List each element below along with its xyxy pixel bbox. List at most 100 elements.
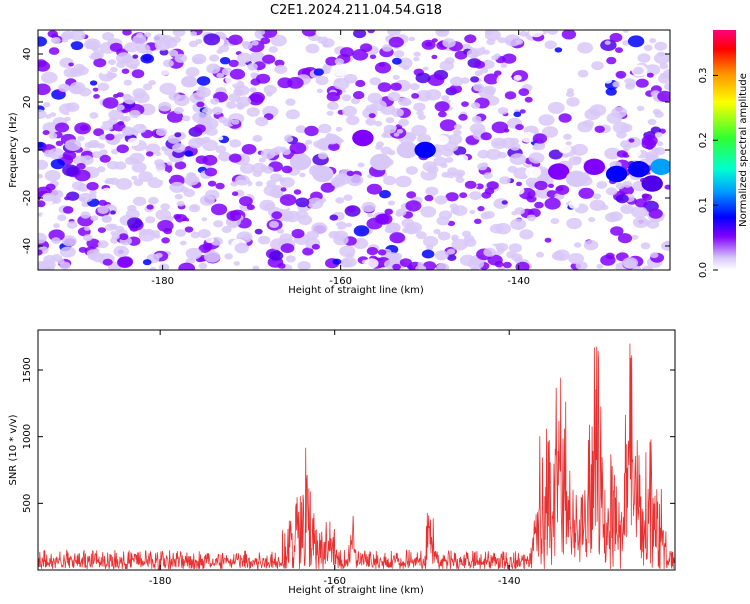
heatmap-cell	[387, 30, 401, 37]
heatmap-blob	[628, 161, 650, 178]
heatmap-cell	[315, 30, 329, 37]
heatmap-cell	[455, 223, 462, 228]
heatmap-cell	[89, 80, 98, 86]
heatmap-cell	[408, 36, 416, 42]
heatmap-cell	[377, 249, 387, 256]
heatmap-cell	[519, 229, 534, 240]
heatmap-cell	[366, 183, 382, 195]
heatmap-cell	[512, 186, 525, 195]
heatmap-cell	[158, 171, 172, 181]
heatmap-cell	[132, 123, 147, 134]
heatmap-cell	[594, 125, 605, 133]
chart-title: C2E1.2024.211.04.54.G18	[270, 3, 442, 18]
heatmap-cell	[484, 30, 493, 36]
heatmap-cell	[121, 126, 136, 136]
heatmap-cell	[619, 140, 631, 148]
heatmap-cell	[298, 214, 313, 226]
heatmap-cell	[145, 151, 154, 157]
heatmap-cell	[513, 111, 522, 118]
heatmap-cell	[226, 220, 237, 228]
heatmap-cell	[101, 69, 108, 75]
heatmap-cell	[279, 194, 297, 206]
heatmap-cell	[172, 143, 186, 153]
heatmap-cell	[339, 245, 356, 258]
heatmap-cell	[482, 49, 490, 55]
heatmap-cell	[483, 247, 497, 257]
heatmap-cell	[133, 196, 147, 206]
heatmap-cell	[431, 54, 438, 60]
heatmap-cell	[201, 217, 208, 222]
heatmap-cell	[53, 223, 60, 229]
heatmap-cell	[484, 211, 495, 219]
heatmap-cell	[231, 191, 239, 196]
heatmap-cell	[142, 259, 152, 266]
heatmap-cell	[625, 94, 637, 102]
heatmap-cell	[353, 91, 365, 100]
heatmap-cell	[311, 222, 328, 234]
heatmap-cell	[582, 119, 595, 128]
heatmap-cell	[474, 218, 482, 224]
heatmap-cell	[542, 126, 559, 138]
heatmap-cell	[534, 180, 548, 191]
heatmap-cell	[510, 218, 526, 230]
heatmap-cell	[159, 82, 177, 95]
heatmap-cell	[583, 239, 599, 251]
heatmap-cell	[657, 90, 670, 102]
heatmap-cell	[266, 180, 277, 188]
heatmap-cell	[217, 135, 224, 141]
heatmap-cell	[328, 142, 340, 151]
heatmap-cell	[433, 143, 446, 152]
heatmap-cell	[279, 233, 293, 243]
heatmap-cell	[249, 87, 257, 93]
heatmap-marks	[38, 30, 670, 270]
heatmap-cell	[360, 43, 373, 53]
heatmap-cell	[84, 226, 91, 231]
heatmap-cell	[198, 85, 206, 91]
heatmap-cell	[111, 233, 120, 240]
heatmap-cell	[497, 37, 507, 44]
heatmap-cell	[281, 148, 291, 155]
heatmap-cell	[417, 133, 432, 144]
heatmap-cell	[664, 184, 670, 190]
heatmap-cell	[190, 231, 201, 239]
heatmap-cell	[390, 82, 402, 91]
heatmap-cell	[361, 201, 376, 213]
heatmap-cell	[616, 130, 627, 139]
heatmap-cell	[110, 67, 118, 73]
heatmap-cell	[51, 253, 63, 262]
heatmap-cell	[495, 242, 509, 252]
heatmap-cell	[399, 258, 412, 267]
heatmap-cell	[491, 121, 509, 134]
heatmap-cell	[415, 72, 431, 84]
heatmap-cell	[209, 54, 220, 62]
colorbar	[713, 30, 736, 270]
heatmap-x-axis-label: Height of straight line (km)	[288, 285, 424, 296]
heatmap-cell	[610, 226, 624, 236]
heatmap-cell	[383, 124, 397, 134]
heatmap-cell	[392, 74, 400, 80]
heatmap-cell	[532, 133, 548, 144]
heatmap-cell	[614, 249, 620, 254]
heatmap-cell	[317, 123, 332, 134]
heatmap-cell	[158, 263, 170, 270]
heatmap-cell	[269, 148, 280, 156]
heatmap-cell	[502, 53, 517, 64]
heatmap-cell	[113, 245, 129, 257]
heatmap-cell	[459, 192, 468, 199]
heatmap-cell	[163, 227, 173, 235]
heatmap-cell	[458, 113, 468, 121]
heatmap-cell	[196, 101, 205, 108]
heatmap-cell	[228, 153, 242, 163]
heatmap-cell	[118, 233, 129, 241]
heatmap-cell	[114, 133, 124, 140]
heatmap-cell	[478, 86, 495, 99]
heatmap-cell	[60, 246, 76, 258]
heatmap-cell	[486, 181, 499, 190]
heatmap-cell	[101, 215, 112, 223]
heatmap-cell	[154, 234, 161, 239]
heatmap-cell	[73, 63, 85, 72]
heatmap-cell	[592, 193, 602, 200]
heatmap-cell	[185, 67, 200, 77]
heatmap-cell	[573, 242, 582, 248]
heatmap-cell	[514, 207, 525, 215]
